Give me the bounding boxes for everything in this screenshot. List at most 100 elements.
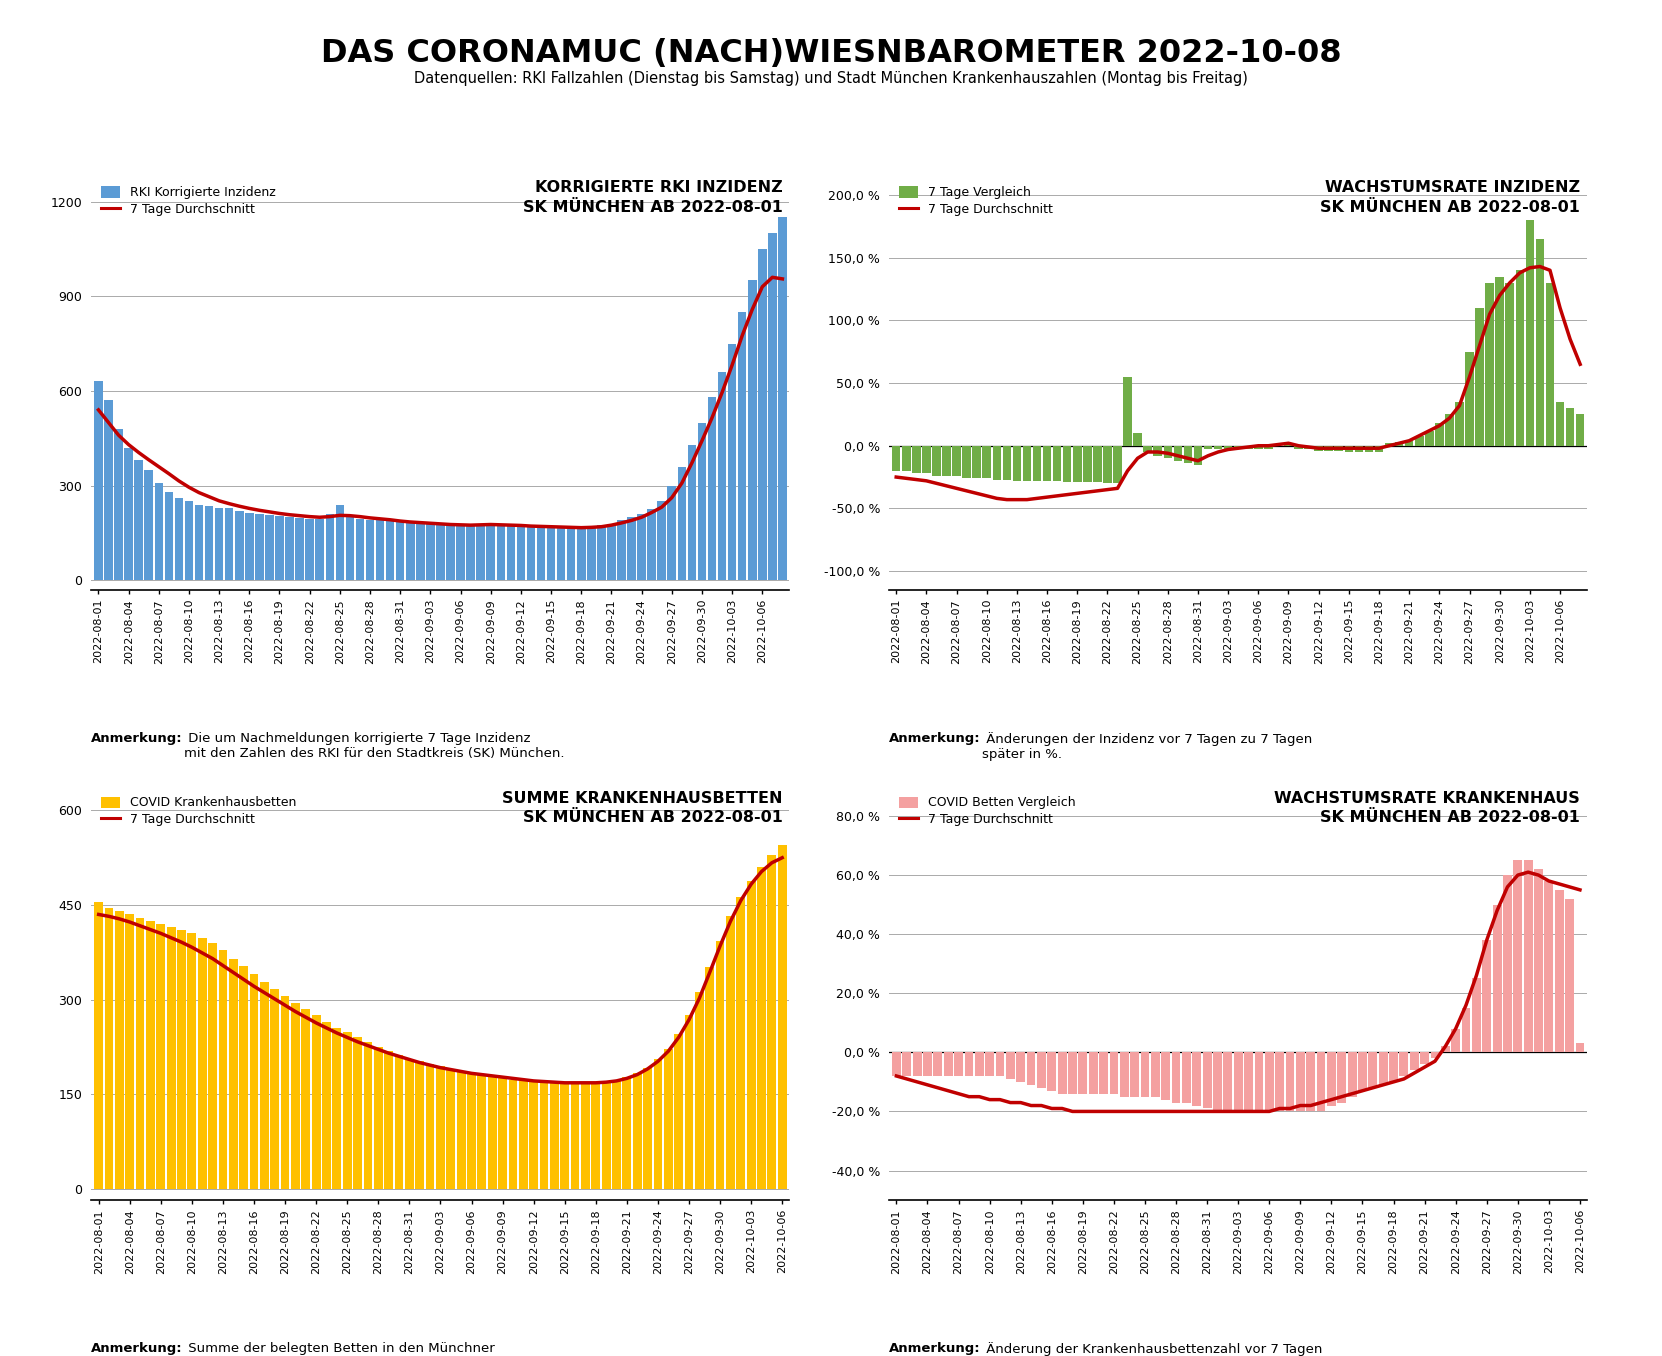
Bar [208,942,218,1189]
Bar [698,423,706,580]
Bar [529,1082,538,1189]
Bar [214,507,223,580]
Text: Die um Nachmeldungen korrigierte 7 Tage Inzidenz
mit den Zahlen des RKI für den : Die um Nachmeldungen korrigierte 7 Tage … [184,732,565,761]
Bar [602,1082,610,1189]
Bar [728,343,736,580]
Bar [178,930,186,1189]
Bar [1365,446,1373,452]
Bar [902,1052,911,1077]
Bar [254,514,264,580]
Bar [527,526,535,580]
Bar [1032,446,1042,481]
Bar [394,1055,404,1189]
Bar [1345,446,1353,452]
Bar [95,902,103,1189]
Bar [902,446,911,471]
Bar [316,519,324,580]
Bar [346,517,354,580]
Bar [1037,1052,1045,1088]
Bar [550,1083,558,1189]
Bar [1526,220,1534,446]
Bar [156,923,165,1189]
Bar [145,471,153,580]
Bar [1163,446,1172,458]
Bar [1223,1052,1232,1112]
Bar [312,1016,321,1189]
Bar [155,483,163,580]
Bar [560,1083,568,1189]
Bar [384,1051,392,1189]
Bar [1368,1052,1378,1088]
Bar [1473,979,1481,1052]
Bar [477,1075,487,1189]
Bar [1441,1047,1449,1052]
Bar [291,1002,299,1189]
Bar [633,1074,642,1189]
Bar [597,525,605,580]
Bar [1431,1052,1439,1058]
Bar [982,446,991,479]
Bar [996,1052,1004,1077]
Bar [1133,433,1142,446]
Bar [1483,940,1491,1052]
Bar [1172,1052,1180,1102]
Bar [1203,446,1212,449]
Bar [1084,446,1092,483]
Bar [1434,423,1444,446]
Bar [1120,1052,1128,1097]
Bar [892,446,901,471]
Bar [1182,1052,1190,1102]
Bar [1446,415,1454,446]
Bar [726,917,735,1189]
Bar [758,868,766,1189]
Bar [445,525,455,580]
Bar [1514,860,1522,1052]
Bar [115,428,123,580]
Bar [224,508,233,580]
Bar [1213,1052,1222,1112]
Bar [125,914,135,1189]
Bar [648,510,656,580]
Bar [1099,1052,1109,1094]
Bar [1074,446,1082,483]
Bar [489,1077,497,1189]
Bar [678,466,686,580]
Bar [1461,1008,1471,1052]
Bar [1079,1052,1087,1094]
Bar [1576,1044,1584,1052]
Bar [266,515,274,580]
Bar [366,519,374,580]
Text: Anmerkung:: Anmerkung: [889,1342,981,1356]
Bar [1173,446,1182,461]
Legend: RKI Korrigierte Inzidenz, 7 Tage Durchschnitt: RKI Korrigierte Inzidenz, 7 Tage Durchsc… [98,183,279,220]
Bar [499,1078,507,1189]
Bar [1296,1052,1305,1112]
Bar [1325,446,1333,450]
Bar [497,525,505,580]
Text: KORRIGIERTE RKI INZIDENZ
SK MÜNCHEN AB 2022-08-01: KORRIGIERTE RKI INZIDENZ SK MÜNCHEN AB 2… [522,180,783,216]
Bar [166,928,176,1189]
Bar [1389,1052,1398,1082]
Bar [612,1079,622,1189]
Bar [637,514,647,580]
Text: Anmerkung:: Anmerkung: [889,732,981,746]
Bar [1183,446,1192,464]
Bar [1022,446,1030,481]
Text: Änderung der Krankenhausbettenzahl vor 7 Tagen
zu 7 Tagen später in %: Änderung der Krankenhausbettenzahl vor 7… [982,1342,1323,1356]
Bar [416,523,424,580]
Bar [1275,1052,1285,1112]
Bar [352,1037,362,1189]
Text: Anmerkung:: Anmerkung: [91,732,183,746]
Text: WACHSTUMSRATE KRANKENHAUS
SK MÜNCHEN AB 2022-08-01: WACHSTUMSRATE KRANKENHAUS SK MÜNCHEN AB … [1275,791,1581,826]
Bar [188,933,196,1189]
Bar [738,312,746,580]
Bar [229,959,238,1189]
Text: Summe der belegten Betten in den Münchner
Krankenhäusern mit Corona-positiv gete: Summe der belegten Betten in den Münchne… [184,1342,568,1356]
Bar [1516,270,1524,446]
Bar [1556,401,1564,446]
Bar [1502,875,1512,1052]
Bar [1042,446,1052,481]
Bar [557,527,565,580]
Bar [972,446,981,479]
Bar [1192,1052,1202,1105]
